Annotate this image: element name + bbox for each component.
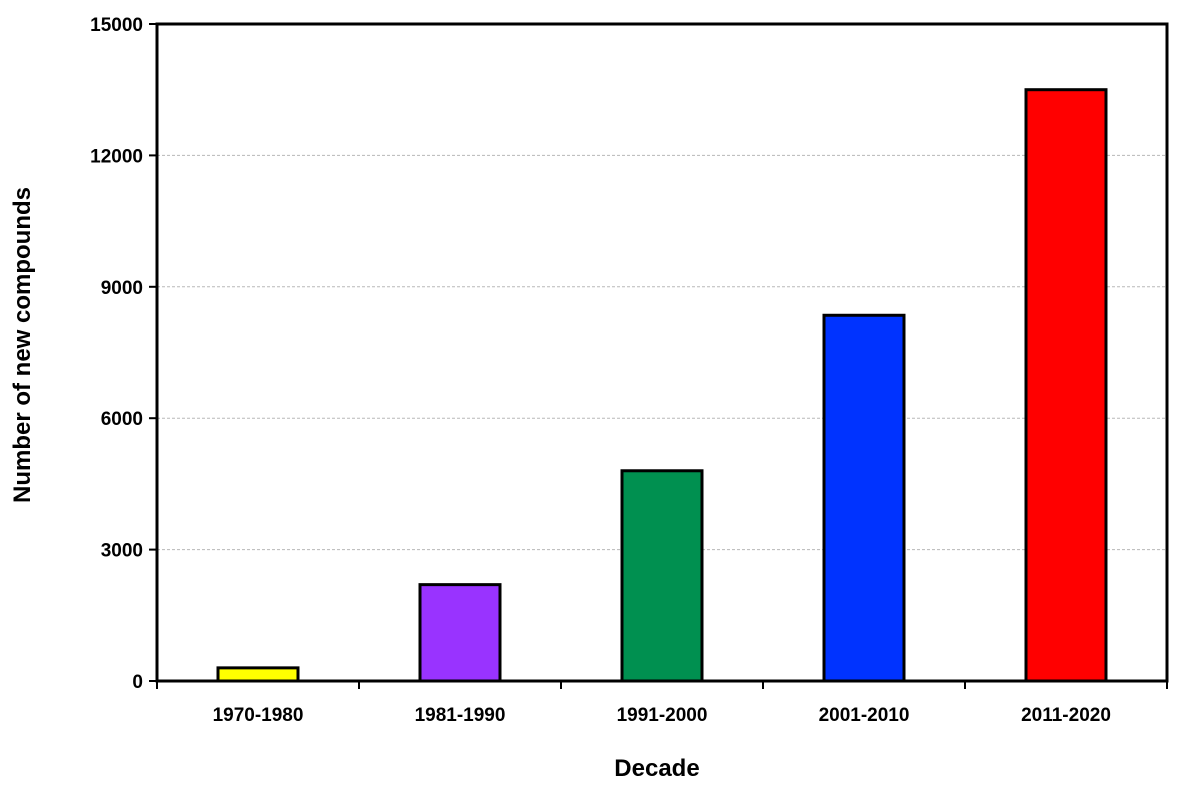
y-tick-label: 9000: [101, 278, 143, 299]
x-tick-labels: 1970-1980 1981-1990 1991-2000 2001-2010 2011…: [213, 705, 1111, 726]
bar-1981-1990: [418, 583, 502, 683]
bar-2011-2020: [1024, 88, 1108, 683]
bar-2001-2010: [822, 313, 906, 683]
x-tick-label: 2001-2010: [819, 705, 910, 726]
x-tick-label: 1970-1980: [213, 705, 304, 726]
x-tick-label: 1991-2000: [617, 705, 708, 726]
bar-1991-2000: [620, 469, 704, 683]
y-tick-label: 3000: [101, 541, 143, 562]
y-tick-label: 15000: [90, 15, 143, 36]
y-tick-labels: 0 3000 6000 9000 12000 15000: [90, 15, 143, 693]
bars: [216, 88, 1108, 683]
x-axis-title: Decade: [614, 755, 699, 782]
plot-frame: [155, 22, 1169, 683]
x-tick-label: 1981-1990: [415, 705, 506, 726]
bar-1970-1980: [216, 666, 300, 683]
axes: [149, 22, 1169, 689]
y-tick-label: 12000: [90, 146, 143, 167]
x-tick-label: 2011-2020: [1021, 705, 1111, 726]
y-axis-title: Number of new compounds: [9, 187, 36, 503]
y-tick-label: 0: [132, 672, 143, 693]
y-tick-label: 6000: [101, 409, 143, 430]
